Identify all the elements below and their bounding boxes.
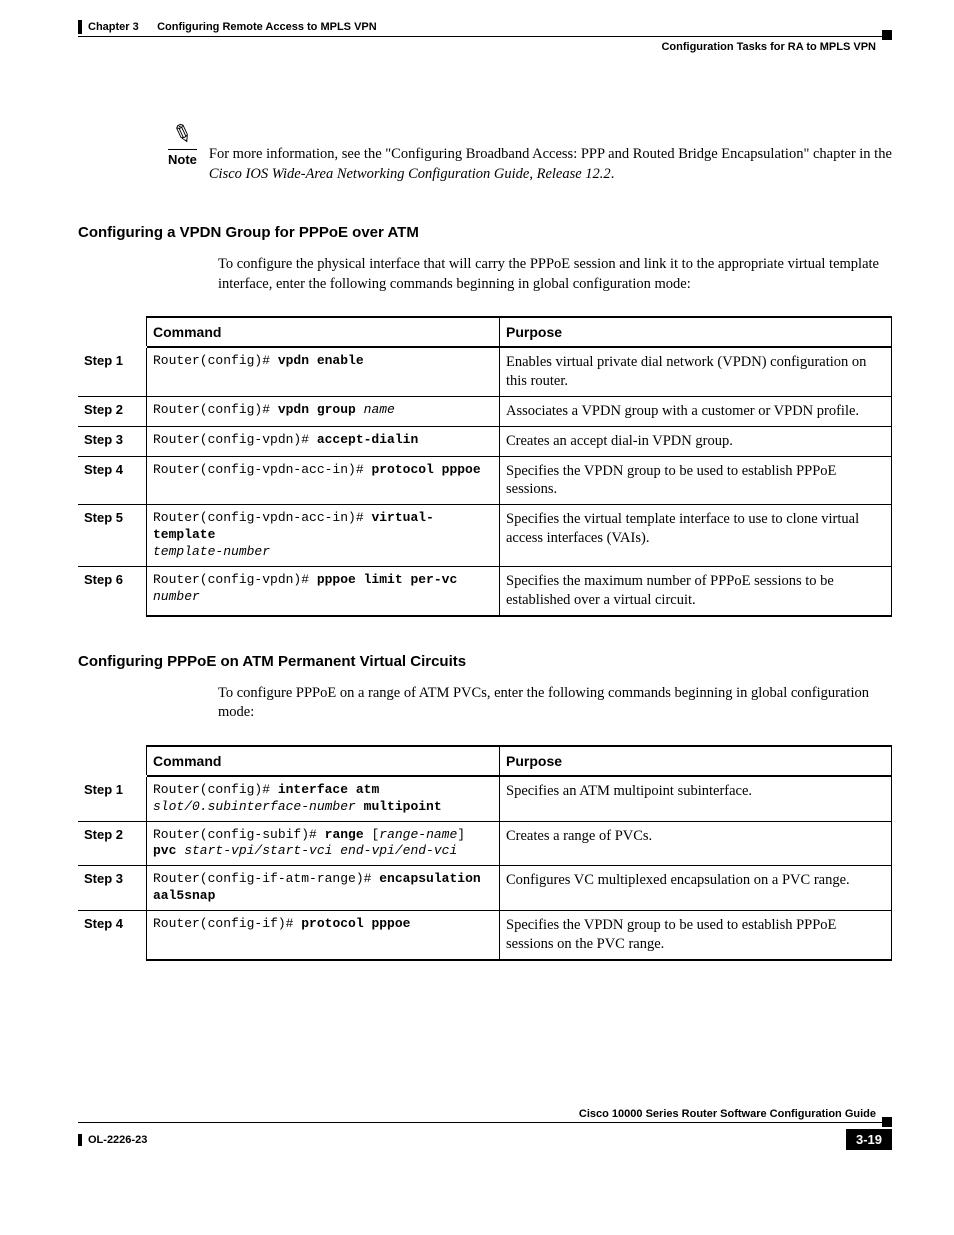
purpose-cell: Creates an accept dial-in VPDN group.: [500, 426, 892, 456]
table-row: Step 3Router(config-if-atm-range)# encap…: [78, 866, 892, 911]
step-cell: Step 5: [78, 505, 147, 567]
command-cell: Router(config-vpdn-acc-in)# protocol ppp…: [147, 456, 500, 505]
page-header: Chapter 3 Configuring Remote Access to M…: [78, 20, 892, 53]
command-cell: Router(config-vpdn-acc-in)# virtual-temp…: [147, 505, 500, 567]
table-row: Step 2Router(config)# vpdn group nameAss…: [78, 396, 892, 426]
section2-heading: Configuring PPPoE on ATM Permanent Virtu…: [78, 653, 892, 670]
command-table-2: Command Purpose Step 1Router(config)# in…: [78, 745, 892, 961]
purpose-cell: Enables virtual private dial network (VP…: [500, 347, 892, 396]
step-cell: Step 4: [78, 911, 147, 960]
table2-purpose-header: Purpose: [500, 746, 892, 776]
table-row: Step 5Router(config-vpdn-acc-in)# virtua…: [78, 505, 892, 567]
command-cell: Router(config-vpdn)# pppoe limit per-vcn…: [147, 566, 500, 615]
step-cell: Step 3: [78, 426, 147, 456]
command-cell: Router(config)# interface atmslot/0.subi…: [147, 776, 500, 821]
note-text: For more information, see the "Configuri…: [209, 145, 892, 184]
table-row: Step 4Router(config-if)# protocol pppoeS…: [78, 911, 892, 960]
table1-body: Step 1Router(config)# vpdn enableEnables…: [78, 347, 892, 615]
step-cell: Step 3: [78, 866, 147, 911]
table-row: Step 1Router(config)# vpdn enableEnables…: [78, 347, 892, 396]
footer-row: OL-2226-23 3-19: [78, 1129, 892, 1150]
purpose-cell: Associates a VPDN group with a customer …: [500, 396, 892, 426]
step-cell: Step 2: [78, 396, 147, 426]
table1-step-header: [78, 317, 147, 347]
purpose-cell: Configures VC multiplexed encapsulation …: [500, 866, 892, 911]
command-cell: Router(config-if)# protocol pppoe: [147, 911, 500, 960]
purpose-cell: Creates a range of PVCs.: [500, 821, 892, 866]
purpose-cell: Specifies the VPDN group to be used to e…: [500, 456, 892, 505]
footer-doc-number: OL-2226-23: [78, 1134, 147, 1146]
table2-body: Step 1Router(config)# interface atmslot/…: [78, 776, 892, 960]
page: Chapter 3 Configuring Remote Access to M…: [0, 0, 954, 1180]
footer-page-number: 3-19: [846, 1129, 892, 1150]
note-label: Note: [168, 149, 197, 167]
note-text-post: .: [611, 166, 615, 182]
step-cell: Step 1: [78, 776, 147, 821]
table-row: Step 3Router(config-vpdn)# accept-dialin…: [78, 426, 892, 456]
table-row: Step 6Router(config-vpdn)# pppoe limit p…: [78, 566, 892, 615]
header-section: Configuration Tasks for RA to MPLS VPN: [661, 41, 876, 53]
table-row: Step 1Router(config)# interface atmslot/…: [78, 776, 892, 821]
command-cell: Router(config)# vpdn enable: [147, 347, 500, 396]
purpose-cell: Specifies the VPDN group to be used to e…: [500, 911, 892, 960]
command-table-1: Command Purpose Step 1Router(config)# vp…: [78, 316, 892, 616]
section2-para: To configure PPPoE on a range of ATM PVC…: [218, 684, 892, 723]
header-section-row: Configuration Tasks for RA to MPLS VPN: [78, 36, 892, 53]
header-chapter-row: Chapter 3 Configuring Remote Access to M…: [78, 20, 892, 34]
footer-end-block-icon: [882, 1117, 892, 1127]
step-cell: Step 1: [78, 347, 147, 396]
table-row: Step 4Router(config-vpdn-acc-in)# protoc…: [78, 456, 892, 505]
header-chapter: Chapter 3 Configuring Remote Access to M…: [88, 21, 377, 33]
step-cell: Step 4: [78, 456, 147, 505]
note-text-pre: For more information, see the "Configuri…: [209, 146, 892, 162]
purpose-cell: Specifies the virtual template interface…: [500, 505, 892, 567]
footer-title: Cisco 10000 Series Router Software Confi…: [78, 1108, 892, 1123]
section1-heading: Configuring a VPDN Group for PPPoE over …: [78, 224, 892, 241]
pencil-icon: ✎: [169, 120, 196, 149]
purpose-cell: Specifies the maximum number of PPPoE se…: [500, 566, 892, 615]
command-cell: Router(config-subif)# range [range-name]…: [147, 821, 500, 866]
table-row: Step 2Router(config-subif)# range [range…: [78, 821, 892, 866]
table2-step-header: [78, 746, 147, 776]
section1-para: To configure the physical interface that…: [218, 255, 892, 294]
step-cell: Step 6: [78, 566, 147, 615]
purpose-cell: Specifies an ATM multipoint subinterface…: [500, 776, 892, 821]
note-block: ✎ Note For more information, see the "Co…: [168, 123, 892, 184]
table1-command-header: Command: [147, 317, 500, 347]
header-end-block-icon: [882, 30, 892, 40]
page-footer: Cisco 10000 Series Router Software Confi…: [78, 1108, 892, 1150]
command-cell: Router(config-if-atm-range)# encapsulati…: [147, 866, 500, 911]
table2-command-header: Command: [147, 746, 500, 776]
footer-title-text: Cisco 10000 Series Router Software Confi…: [579, 1108, 876, 1120]
table1-purpose-header: Purpose: [500, 317, 892, 347]
note-text-ital: Cisco IOS Wide-Area Networking Configura…: [209, 166, 611, 182]
note-icon-column: ✎ Note: [168, 123, 197, 167]
command-cell: Router(config-vpdn)# accept-dialin: [147, 426, 500, 456]
step-cell: Step 2: [78, 821, 147, 866]
command-cell: Router(config)# vpdn group name: [147, 396, 500, 426]
